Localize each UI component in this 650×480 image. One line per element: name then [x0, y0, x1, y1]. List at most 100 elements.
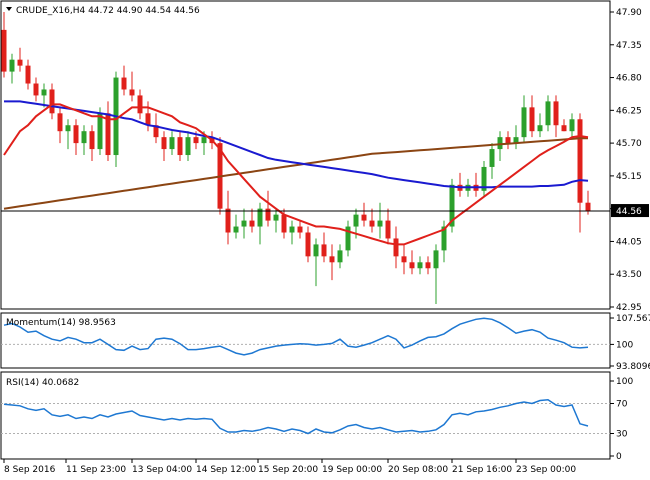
candle-body: [105, 113, 111, 156]
candle-body: [25, 65, 31, 84]
y-tick-label: 70: [616, 400, 628, 410]
candle-body: [185, 137, 191, 156]
candle-body: [537, 125, 543, 132]
candle-body: [177, 137, 183, 156]
candle-body: [17, 59, 23, 66]
candle-body: [233, 226, 239, 233]
y-tick-label: 43.50: [616, 270, 642, 280]
candle-body: [89, 131, 95, 150]
candle-body: [73, 125, 79, 144]
x-tick-label: 11 Sep 23:00: [66, 465, 126, 475]
candle-body: [425, 262, 431, 269]
candle-body: [81, 131, 87, 144]
y-tick-label: 100: [616, 340, 633, 350]
candle-body: [161, 137, 167, 150]
candle-body: [489, 149, 495, 167]
candle-body: [337, 250, 343, 263]
candle-body: [585, 202, 591, 212]
x-tick-label: 19 Sep 00:00: [322, 465, 382, 475]
y-tick-label: 107.5679: [616, 314, 650, 324]
x-tick-label: 21 Sep 16:00: [452, 465, 512, 475]
rsi-series: [3, 399, 589, 435]
candle-body: [289, 226, 295, 233]
main-panel-frame: [0, 0, 611, 310]
candle-body: [49, 89, 55, 114]
candle-body: [417, 262, 423, 269]
y-tick-label: 42.95: [616, 303, 642, 313]
y-tick-label: 100: [616, 377, 633, 387]
y-tick-label: 0: [616, 452, 622, 462]
y-tick-label: 93.8096: [616, 362, 650, 372]
y-tick-label: 44.05: [616, 237, 642, 247]
candle-body: [353, 214, 359, 227]
candle-body: [321, 244, 327, 257]
momentum-line: [3, 317, 589, 356]
candle-body: [281, 214, 287, 233]
main-y-axis: 47.9047.3546.8046.2545.7045.1544.6044.05…: [610, 8, 649, 313]
y-tick-label: 46.80: [616, 74, 642, 84]
current-price-label: 44.56: [616, 207, 642, 217]
candle-body: [329, 256, 335, 263]
candle-body: [521, 107, 527, 138]
rsi-y-axis: 100 70 30 0: [610, 377, 633, 462]
candle-body: [57, 113, 63, 132]
candle-body: [497, 137, 503, 150]
y-tick-label: 47.90: [616, 8, 642, 18]
candle-body: [249, 220, 255, 227]
x-tick-label: 23 Sep 00:00: [516, 465, 576, 475]
candle-body: [577, 119, 583, 203]
candle-body: [401, 256, 407, 263]
candle-body: [313, 244, 319, 257]
candle-body: [513, 137, 519, 144]
candle-body: [369, 220, 375, 227]
candle-body: [137, 95, 143, 114]
x-tick-label: 13 Sep 04:00: [132, 465, 192, 475]
candle-body: [273, 214, 279, 221]
candle-body: [169, 137, 175, 150]
moving-averages: [1, 100, 610, 246]
dropdown-arrow-icon[interactable]: [6, 7, 12, 11]
candle-body: [345, 226, 351, 251]
candle-body: [377, 220, 383, 227]
candle-body: [545, 101, 551, 126]
slow-moving-average: [3, 137, 588, 210]
candle-body: [65, 125, 71, 132]
candle-body: [569, 119, 575, 132]
candle-body: [505, 137, 511, 144]
rsi-grid: [1, 403, 610, 434]
time-axis: 8 Sep 2016 11 Sep 23:00 13 Sep 04:00 14 Sep…: [3, 459, 576, 475]
candle-body: [97, 113, 103, 150]
x-tick-label: 15 Sep 20:00: [258, 465, 318, 475]
candle-body: [257, 208, 263, 227]
candle-body: [33, 83, 39, 96]
candle-body: [361, 214, 367, 221]
candle-body: [265, 208, 271, 221]
y-tick-label: 46.25: [616, 106, 642, 116]
candle-body: [1, 29, 7, 72]
candle-body: [385, 220, 391, 239]
candle-body: [529, 107, 535, 132]
candle-body: [121, 77, 127, 90]
momentum-title: Momentum(14) 98.9563: [6, 318, 116, 328]
candle-body: [41, 89, 47, 96]
rsi-panel-frame: [0, 371, 611, 460]
candle-body: [481, 166, 487, 191]
rsi-line: [3, 399, 589, 435]
candle-body: [305, 232, 311, 257]
x-tick-label: 14 Sep 12:00: [196, 465, 256, 475]
candle-body: [129, 89, 135, 96]
y-tick-label: 45.15: [616, 172, 642, 182]
candle-body: [9, 59, 15, 72]
candle-body: [449, 184, 455, 227]
candle-body: [409, 262, 415, 269]
y-tick-label: 47.35: [616, 41, 642, 51]
candle-body: [201, 137, 207, 144]
candle-body: [225, 208, 231, 233]
rsi-title: RSI(14) 40.0682: [6, 378, 79, 388]
mid-moving-average: [4, 100, 589, 189]
x-tick-label: 8 Sep 2016: [4, 465, 56, 475]
candle-body: [393, 238, 399, 257]
momentum-series: [3, 317, 589, 356]
main-chart-title: CRUDE_X16,H4 44.72 44.90 44.54 44.56: [16, 6, 200, 16]
